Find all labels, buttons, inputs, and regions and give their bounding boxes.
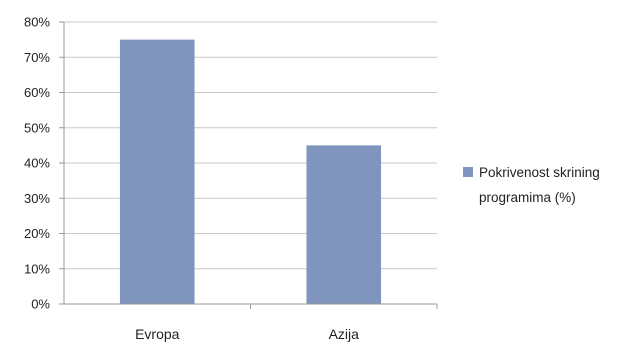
y-tick-label: 60% <box>24 85 50 100</box>
legend-label-line-1: Pokrivenost skrining <box>479 165 600 180</box>
bars <box>119 39 382 304</box>
x-tick-label: Evropa <box>135 326 180 342</box>
bar-evropa <box>119 39 195 304</box>
y-tick-label: 30% <box>24 191 50 206</box>
y-tick-label: 70% <box>24 50 50 65</box>
y-tick-label: 0% <box>31 297 50 312</box>
y-tick-label: 20% <box>24 226 50 241</box>
legend-label-line-2: programima (%) <box>479 190 576 205</box>
legend-swatch <box>463 167 473 177</box>
x-tick-label: Azija <box>329 326 360 342</box>
x-axis-labels: Evropa Azija <box>135 304 438 342</box>
y-tick-label: 40% <box>24 156 50 171</box>
y-tick-label: 80% <box>24 15 50 30</box>
legend: Pokrivenost skrining programima (%) <box>463 165 600 205</box>
y-axis-ticks: 0% 10% 20% 30% 40% 50% 60% 70% 80% <box>24 15 64 312</box>
y-tick-label: 10% <box>24 261 50 276</box>
bar-azija <box>306 145 382 304</box>
y-tick-label: 50% <box>24 120 50 135</box>
